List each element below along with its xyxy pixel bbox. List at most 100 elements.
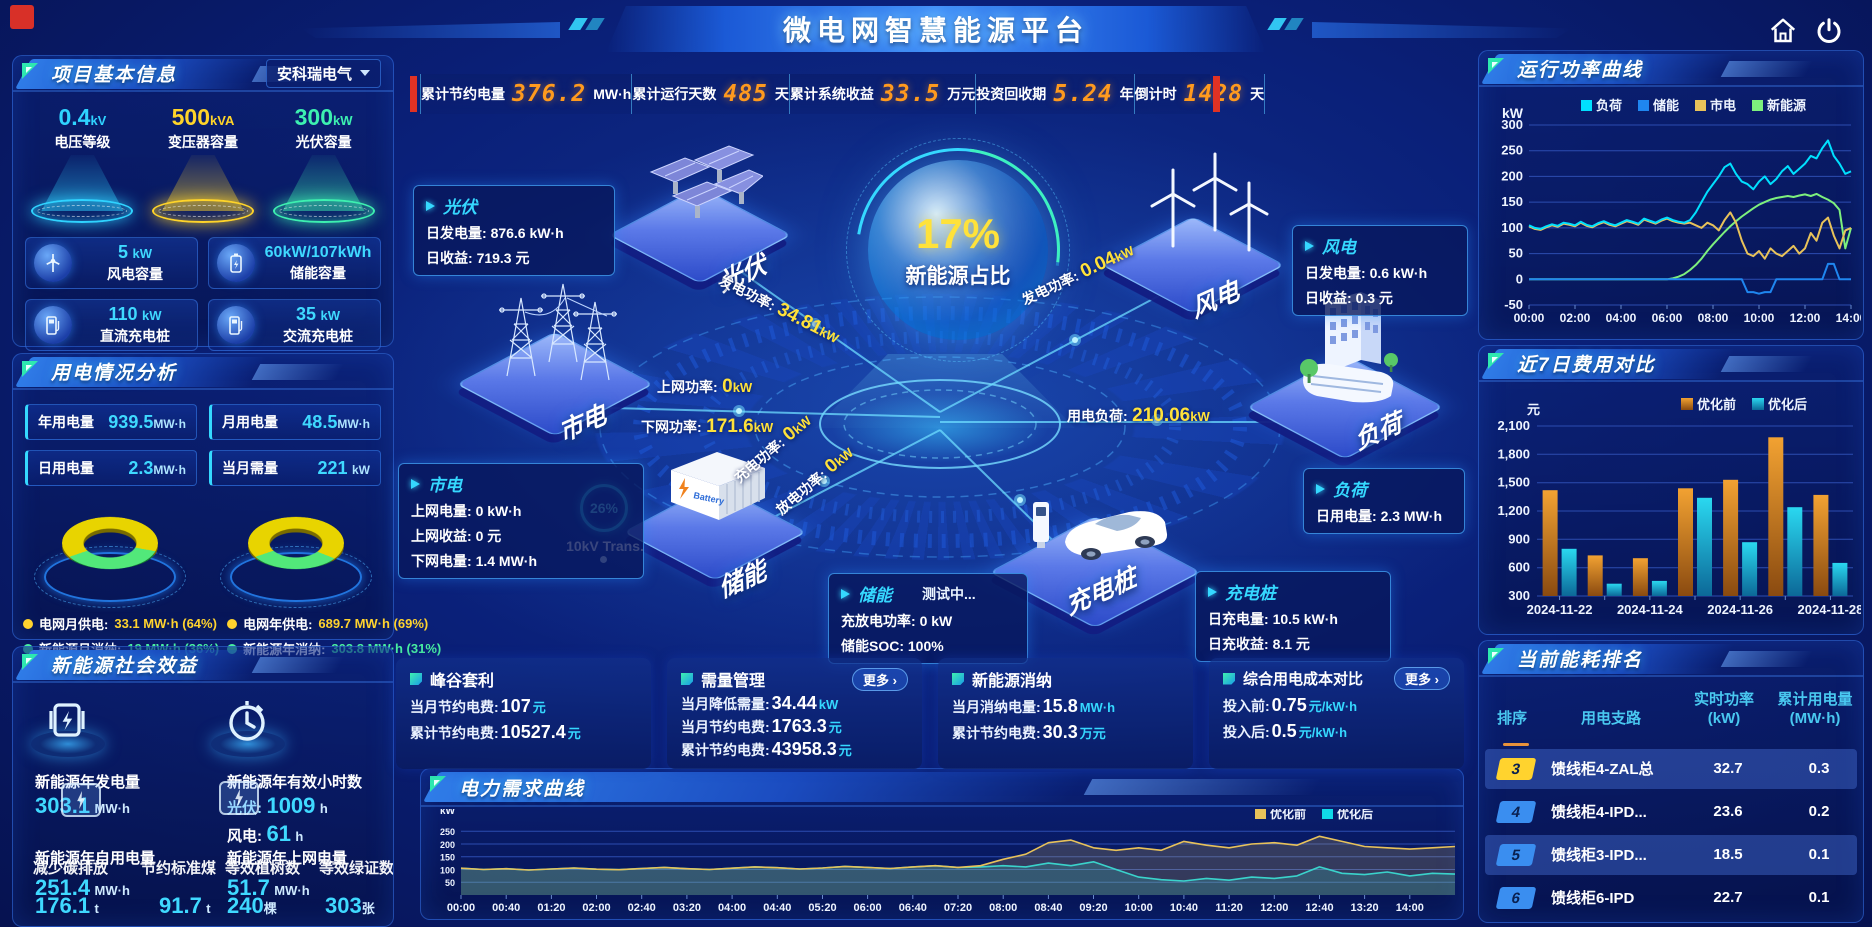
svg-text:0: 0 [1516, 271, 1523, 286]
panel-corner-icon [22, 63, 38, 79]
panel-ghost-icon [219, 781, 259, 815]
table-row[interactable]: 6 馈线柜6-IPD 22.7 0.1 [1485, 878, 1857, 918]
rank-badge: 6 [1495, 886, 1537, 909]
more-button[interactable]: 更多 › [852, 667, 908, 691]
svg-text:14:00: 14:00 [1396, 902, 1424, 914]
svg-text:优化前: 优化前 [1270, 809, 1306, 821]
wind-turbine-icon [34, 244, 72, 282]
stat-month-usage: 月用电量 48.5MW·h [209, 404, 381, 440]
banner-wing-right [1312, 22, 1572, 38]
center-base-glow [790, 380, 1090, 476]
svg-text:12:00: 12:00 [1790, 311, 1821, 325]
svg-text:优化后: 优化后 [1768, 397, 1807, 412]
company-select[interactable]: 安科瑞电气 [265, 58, 381, 88]
card-icon [681, 673, 693, 685]
svg-text:市电: 市电 [1710, 98, 1736, 113]
panel-benefit-title: 新能源社会效益 [51, 655, 199, 677]
svg-text:50: 50 [1509, 246, 1523, 261]
svg-text:100: 100 [440, 866, 455, 876]
bottom-cards-row: 峰谷套利 当月节约电费: 107 元 累计节约电费: 10527.4 元 需量管理 更多 … [396, 658, 1464, 769]
storage-status: 测试中... [922, 585, 976, 602]
svg-text:200: 200 [1501, 168, 1523, 183]
panel-cost-header: 近7日费用对比 [1479, 346, 1863, 382]
project-capacity-cards: 5 kW 风电容量 60kW/107kWh 储能容量 110 kW 直流充电桩 35 … [13, 223, 393, 351]
svg-text:11:20: 11:20 [1215, 902, 1243, 914]
charger-icon [217, 306, 255, 344]
project-spotlights: 0.4kV 电压等级 500kVA 变压器容量 300kW 光伏容量 [13, 92, 393, 223]
cost-compare-chart: 300 600 900 1,200 1,500 1,800 2,100 2024-11-22 2… [1481, 390, 1863, 633]
svg-text:06:00: 06:00 [854, 902, 882, 914]
app-title-banner: 微电网智慧能源平台 [606, 6, 1266, 52]
table-row[interactable]: 3 馈线柜4-ZAL总 32.7 0.3 [1485, 748, 1857, 789]
svg-text:150: 150 [1501, 194, 1523, 209]
svg-text:00:00: 00:00 [1514, 311, 1545, 325]
table-row[interactable]: 5 馈线柜3-IPD... 18.5 0.1 [1485, 834, 1857, 875]
ranking-scroll-indicator [1503, 742, 1529, 746]
power-curve-chart: -50 0 50 100 150 200 250 300 00:00 02:00 04:00 06:0… [1481, 93, 1866, 338]
panel-cost-title: 近7日费用对比 [1517, 354, 1656, 376]
svg-text:kW: kW [1502, 105, 1524, 121]
panel-corner-icon [1488, 353, 1504, 369]
kpi-countdown: 倒计时 1428 天 [1133, 74, 1266, 114]
svg-text:2024-11-26: 2024-11-26 [1707, 602, 1773, 617]
svg-text:kW: kW [440, 809, 456, 817]
panel-demand-title: 电力需求曲线 [459, 778, 586, 800]
grid-feed-label: 新能源年上网电量 [227, 850, 348, 867]
svg-text:10:40: 10:40 [1170, 902, 1198, 914]
svg-text:02:00: 02:00 [1560, 311, 1591, 325]
power-off-icon[interactable] [1812, 14, 1846, 48]
grid-feed-value: 51.7 MW·h [227, 875, 310, 900]
svg-text:02:00: 02:00 [582, 902, 610, 914]
svg-text:-50: -50 [1504, 297, 1523, 312]
banner-zaps-right [1267, 18, 1304, 30]
svg-text:250: 250 [1501, 143, 1523, 158]
corner-marker [10, 5, 34, 29]
wind-hours: 风电: 61 h [227, 821, 304, 846]
year-donut-chart [220, 506, 372, 608]
panel-benefit-header: 新能源社会效益 [13, 647, 393, 683]
svg-text:300: 300 [1501, 117, 1523, 132]
banner-zaps-left [568, 18, 605, 30]
certs-value: 303张 [325, 893, 375, 918]
hours-clock-icon [223, 697, 271, 750]
svg-text:04:40: 04:40 [763, 902, 791, 914]
card-storage-capacity: 60kW/107kWh 储能容量 [208, 237, 381, 289]
kpi-payback: 投资回收期 5.24 年 [975, 74, 1134, 114]
svg-text:00:00: 00:00 [447, 902, 475, 914]
usage-donuts [13, 486, 393, 608]
panel-corner-icon [430, 776, 446, 792]
card-cost-comparison: 综合用电成本对比 更多 › 投入前: 0.75 元/kW·h 投入后: 0.5 元/kW·… [1209, 658, 1464, 769]
icon-pedestal [211, 731, 285, 757]
svg-text:10:00: 10:00 [1744, 311, 1775, 325]
panel-corner-icon [22, 654, 38, 670]
panel-demand-curve: 电力需求曲线 50 100 150 200 250 00:00 00:40 01:20 02:0… [420, 768, 1464, 920]
feed-in-power: 上网功率: 0kW [657, 376, 753, 397]
svg-text:2024-11-24: 2024-11-24 [1617, 602, 1684, 617]
kpi-saved-energy: 累计节约电量 376.2 MW·h [420, 74, 631, 114]
card-icon [952, 673, 964, 685]
svg-text:08:00: 08:00 [1698, 311, 1729, 325]
wind-turbines-illustration [1150, 152, 1269, 252]
svg-text:250: 250 [440, 827, 455, 837]
chevron-right-icon [411, 478, 420, 489]
home-icon[interactable] [1766, 14, 1800, 48]
chevron-right-icon [1305, 240, 1314, 251]
panel-power-title: 运行功率曲线 [1517, 59, 1644, 81]
svg-text:优化后: 优化后 [1337, 809, 1373, 821]
more-button[interactable]: 更多 › [1394, 667, 1450, 690]
svg-text:1,200: 1,200 [1497, 503, 1530, 518]
app-title: 微电网智慧能源平台 [782, 15, 1089, 46]
benefit-body: 新能源年发电量 303.1 MW·h 新能源年有效小时数 光伏: 1009 h … [13, 683, 393, 926]
card-ac-charger: 35 kW 交流充电桩 [208, 299, 381, 351]
svg-text:08:40: 08:40 [1034, 902, 1062, 914]
card-peak-valley: 峰谷套利 当月节约电费: 107 元 累计节约电费: 10527.4 元 [396, 658, 651, 769]
chevron-down-icon [360, 70, 370, 76]
svg-text:07:20: 07:20 [944, 902, 972, 914]
trees-label: 等效植树数 [225, 860, 301, 877]
panel-power-header: 运行功率曲线 [1479, 51, 1863, 87]
svg-text:元: 元 [1527, 402, 1540, 417]
panel-ranking-header: 当前能耗排名 [1479, 641, 1863, 677]
svg-text:200: 200 [440, 840, 455, 850]
table-row[interactable]: 4 馈线柜4-IPD... 23.6 0.2 [1485, 792, 1857, 832]
